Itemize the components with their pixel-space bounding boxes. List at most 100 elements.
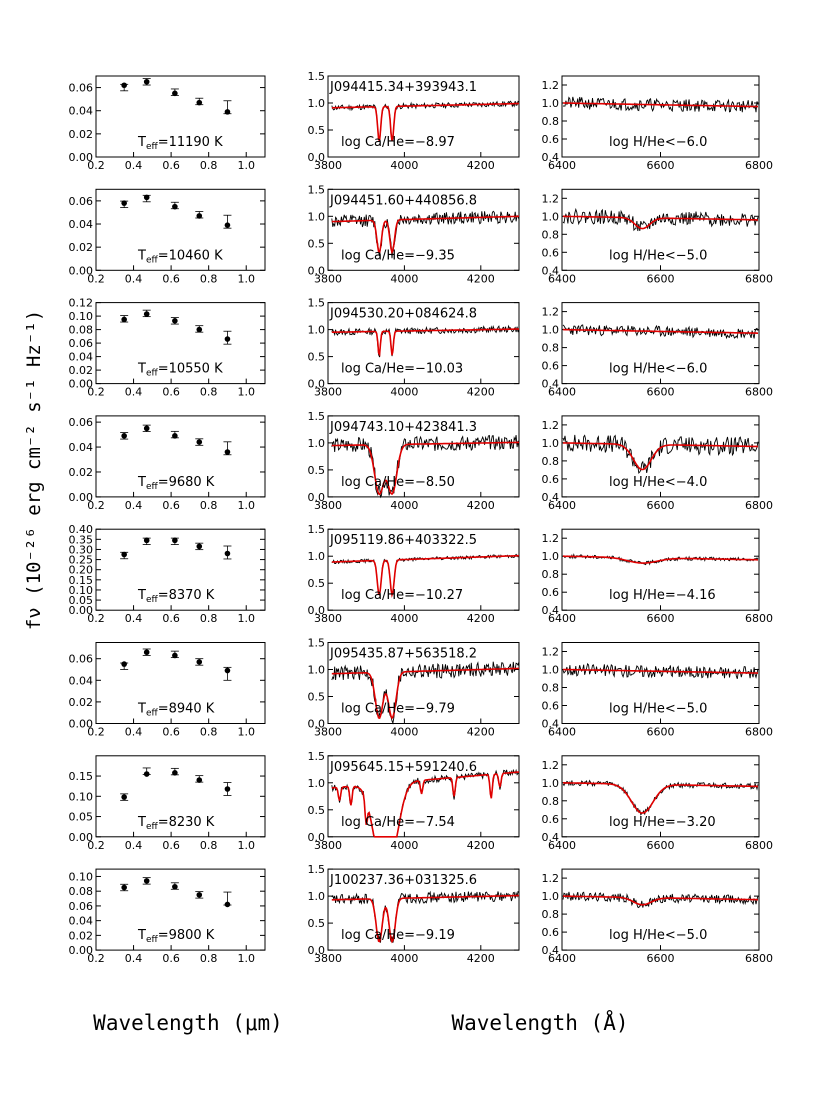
observed-spectrum — [562, 434, 759, 475]
model-spectrum — [563, 328, 758, 334]
photometry-y-tick-label: 0.06 — [69, 337, 94, 350]
photometry-x-tick-label: 1.0 — [237, 612, 255, 625]
photometry-point — [224, 901, 231, 908]
caII-y-tick-label: 1.5 — [308, 70, 326, 83]
object-name: J094743.10+423841.3 — [329, 420, 477, 435]
photometry-y-tick-label: 0.02 — [69, 929, 94, 942]
caII-x-tick-label: 4200 — [467, 612, 495, 625]
photometry-y-tick-label: 0.25 — [69, 554, 94, 567]
caII-x-tick-label: 4200 — [467, 839, 495, 852]
object-name: J094530.20+084624.8 — [329, 307, 477, 322]
caII-x-tick-label: 3800 — [314, 726, 342, 739]
photometry-1-panel: 0.2 0.4 0.6 0.8 1.0 0.00 0.02 0.04 0.06 Teff=1119… — [69, 75, 266, 172]
halpha-x-tick-label: 6800 — [745, 499, 773, 512]
photometry-y-tick-label: 0.02 — [69, 696, 94, 709]
halpha-x-tick-label: 6800 — [745, 386, 773, 399]
halpha-x-tick-label: 6800 — [745, 952, 773, 965]
plot-frame — [327, 755, 520, 838]
photometry-y-tick-label: 0.30 — [69, 543, 94, 556]
photometry-point — [143, 194, 150, 201]
photometry-point — [121, 82, 127, 89]
model-spectrum — [331, 554, 519, 599]
photometry-x-tick-label: 1.0 — [237, 159, 255, 172]
photometry-y-tick-label: 0.04 — [69, 674, 94, 687]
caII-7-panel: 3800 4000 4200 0.0 0.5 1.0 1.5J095645.15+59124… — [308, 750, 520, 852]
photometry-point — [196, 543, 203, 550]
observed-spectrum — [562, 324, 759, 340]
photometry-x-tick-label: 0.2 — [87, 159, 105, 172]
halpha-x-tick-label: 6800 — [745, 159, 773, 172]
teff-label: Teff=11190 K — [137, 135, 223, 152]
teff-label: Teff=10460 K — [137, 248, 223, 265]
halpha-y-tick-label: 0.6 — [542, 133, 560, 146]
halpha-y-tick-label: 1.0 — [542, 550, 560, 563]
caII-y-tick-label: 1.0 — [308, 97, 326, 110]
halpha-7-panel: 6400 6600 6800 0.4 0.6 0.8 1.0 1.2 log H/He=−3.2… — [542, 755, 773, 852]
caII-x-tick-label: 3800 — [314, 499, 342, 512]
caII-y-tick-label: 0.0 — [308, 944, 326, 957]
caII-4-panel: 3800 4000 4200 0.0 0.5 1.0 1.5J094743.10+42384… — [308, 410, 520, 512]
halpha-y-tick-label: 0.8 — [542, 908, 560, 921]
caII-x-tick-label: 4000 — [390, 159, 418, 172]
caII-y-tick-label: 0.0 — [308, 604, 326, 617]
halpha-x-tick-label: 6400 — [548, 726, 576, 739]
photometry-y-tick-label: 0.10 — [69, 310, 94, 323]
plot-frame — [327, 415, 520, 498]
photometry-y-tick-label: 0.00 — [69, 491, 94, 504]
photometry-point — [121, 551, 127, 558]
caII-y-tick-label: 1.0 — [308, 777, 326, 790]
caII-y-tick-label: 0.0 — [308, 491, 326, 504]
caII-x-tick-label: 3800 — [314, 159, 342, 172]
photometry-x-tick-label: 0.2 — [87, 272, 105, 285]
halpha-y-tick-label: 0.8 — [542, 115, 560, 128]
h-abundance-label: log H/He<−6.0 — [609, 135, 707, 150]
caII-1-panel: 3800 4000 4200 0.0 0.5 1.0 1.5J094415.34+39394… — [308, 70, 520, 172]
photometry-y-tick-label: 0.04 — [69, 105, 94, 118]
caII-y-tick-label: 0.5 — [308, 464, 326, 477]
photometry-8-panel: 0.2 0.4 0.6 0.8 1.0 0.00 0.020.04 0.06 0.08 0.10 T… — [69, 868, 266, 965]
halpha-x-tick-label: 6600 — [647, 272, 675, 285]
caII-y-tick-label: 1.0 — [308, 437, 326, 450]
photometry-y-tick-label: 0.05 — [69, 594, 94, 607]
teff-value: =10460 K — [158, 248, 223, 263]
caII-y-tick-label: 0.5 — [308, 351, 326, 364]
photometry-point — [224, 449, 231, 455]
caII-y-tick-label: 1.0 — [308, 324, 326, 337]
photometry-5-panel: 0.2 0.4 0.6 0.8 1.00.000.050.100.150.200.250… — [69, 523, 266, 625]
halpha-y-tick-label: 0.8 — [542, 682, 560, 695]
halpha-x-tick-label: 6800 — [745, 272, 773, 285]
model-spectrum — [563, 895, 758, 906]
halpha-y-tick-label: 0.8 — [542, 455, 560, 468]
photometry-point — [196, 777, 203, 783]
teff-label: Teff=10550 K — [137, 362, 223, 379]
model-spectrum — [563, 555, 758, 564]
caII-x-tick-label: 4000 — [390, 272, 418, 285]
halpha-y-tick-label: 1.0 — [542, 210, 560, 223]
caII-y-tick-label: 1.5 — [308, 410, 326, 423]
caII-x-tick-label: 3800 — [314, 612, 342, 625]
h-abundance-label: log H/He<−6.0 — [609, 362, 707, 377]
object-name: J095119.86+403322.5 — [329, 533, 477, 548]
caII-x-tick-label: 3800 — [314, 386, 342, 399]
halpha-y-tick-label: 0.6 — [542, 473, 560, 486]
caII-y-tick-label: 0.0 — [308, 718, 326, 731]
caII-x-tick-label: 3800 — [314, 839, 342, 852]
halpha-x-tick-label: 6400 — [548, 952, 576, 965]
halpha-x-tick-label: 6800 — [745, 726, 773, 739]
plot-frame — [95, 188, 266, 271]
photometry-x-tick-label: 0.4 — [125, 386, 143, 399]
caII-5-panel: 3800 4000 4200 0.0 0.5 1.0 1.5J095119.86+40332… — [308, 523, 520, 625]
halpha-y-tick-label: 0.4 — [542, 264, 560, 277]
photometry-y-tick-label: 0.04 — [69, 351, 94, 364]
caII-y-tick-label: 1.0 — [308, 664, 326, 677]
photometry-y-tick-label: 0.06 — [69, 82, 94, 95]
photometry-x-tick-label: 0.6 — [162, 386, 180, 399]
photometry-point — [172, 770, 178, 776]
model-spectrum — [331, 894, 519, 944]
photometry-x-tick-label: 0.8 — [200, 272, 218, 285]
halpha-6-panel: 6400 6600 6800 0.4 0.6 0.8 1.0 1.2 log H/He<−5.0 — [542, 642, 773, 739]
photometry-y-tick-label: 0.00 — [69, 831, 94, 844]
photometry-y-tick-label: 0.15 — [69, 574, 94, 587]
caII-2-panel: 3800 4000 4200 0.0 0.5 1.0 1.5J094451.60+44085… — [308, 183, 520, 285]
photometry-y-tick-label: 0.06 — [69, 900, 94, 913]
